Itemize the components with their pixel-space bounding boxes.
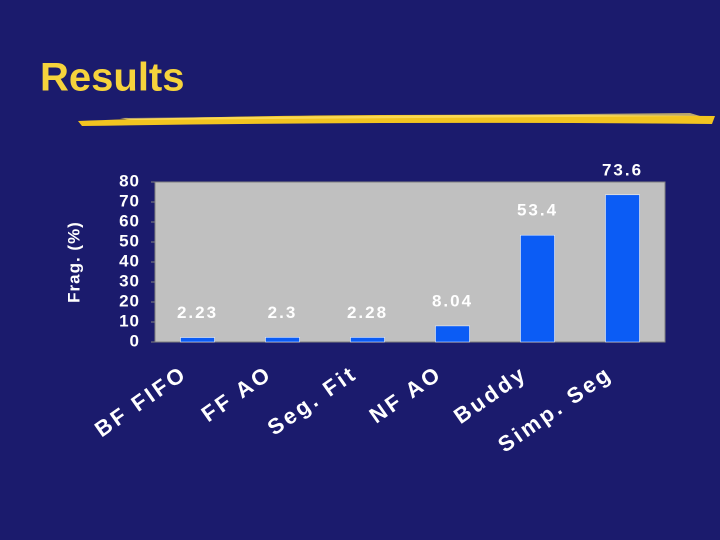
- y-tick-label: 50: [119, 231, 140, 250]
- value-label: 2.23: [177, 303, 218, 322]
- value-label: 8.04: [432, 291, 473, 310]
- value-label: 53.4: [517, 201, 558, 220]
- value-label: 2.28: [347, 303, 388, 322]
- y-tick-label: 10: [119, 311, 140, 330]
- bar: [605, 194, 640, 343]
- y-tick-label: 0: [130, 331, 140, 350]
- y-axis-label: Frag. (%): [64, 221, 83, 303]
- bar: [520, 234, 555, 343]
- plot-area: [154, 181, 666, 343]
- value-label: 73.6: [602, 160, 643, 179]
- y-tick-label: 20: [119, 291, 140, 310]
- y-tick-label: 60: [119, 211, 140, 230]
- slide-title: Results: [40, 56, 185, 100]
- bar: [265, 337, 300, 343]
- bar: [435, 325, 470, 343]
- y-tick-label: 30: [119, 271, 140, 290]
- value-label: 2.3: [268, 303, 298, 322]
- title-underline-highlight: [120, 113, 700, 120]
- y-tick-label: 40: [119, 251, 140, 270]
- bar: [180, 337, 215, 343]
- y-tick-label: 70: [119, 191, 140, 210]
- y-tick-label: 80: [119, 171, 140, 190]
- bar: [350, 337, 385, 343]
